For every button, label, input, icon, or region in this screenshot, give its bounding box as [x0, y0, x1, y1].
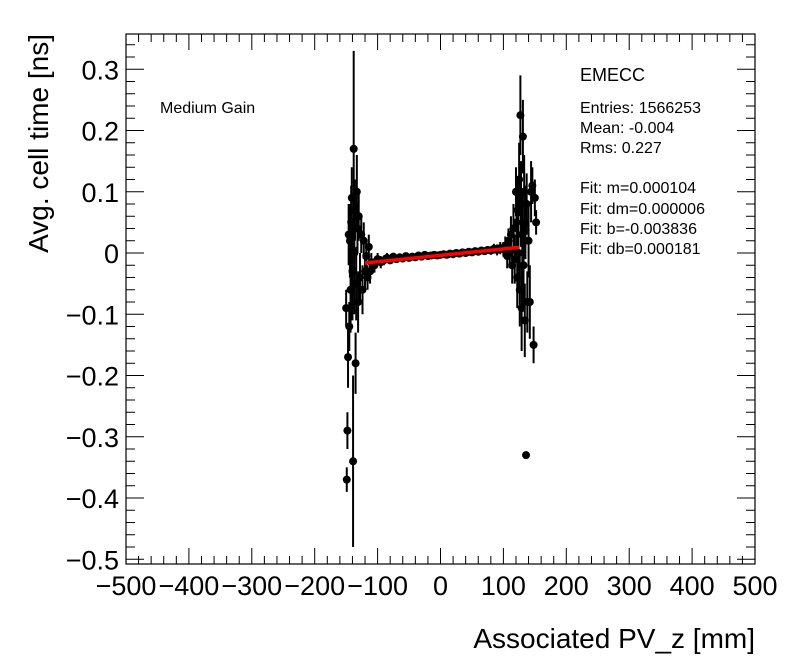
point-marker [359, 236, 368, 245]
x-tick-label: −500 [96, 571, 157, 601]
point-marker [529, 340, 538, 349]
data-point [519, 222, 528, 309]
point-marker [532, 218, 541, 227]
data-point [349, 375, 358, 547]
data-point [530, 179, 539, 217]
y-axis-title: Avg. cell time [ns] [23, 34, 54, 253]
point-marker [345, 322, 354, 331]
y-tick-label: 0.1 [81, 178, 119, 208]
y-tick-label: −0.4 [66, 484, 119, 514]
stats-fit-b: Fit: b=-0.003836 [580, 221, 697, 238]
stats-rms: Rms: 0.227 [580, 140, 662, 157]
x-tick-labels: −500 −400 −300 −200 −100 0 100 200 300 400 500 [96, 571, 778, 601]
x-tick-label: 200 [544, 571, 589, 601]
point-marker [524, 236, 533, 245]
point-marker [349, 144, 358, 153]
data-point [524, 204, 533, 278]
x-tick-label: −400 [158, 571, 219, 601]
stats-box: EMECC Entries: 1566253 Mean: -0.004 Rms:… [580, 65, 705, 258]
stats-mean: Mean: -0.004 [580, 120, 674, 137]
data-point [343, 412, 352, 449]
y-tick-label: 0 [104, 239, 119, 269]
x-tick-label: 0 [433, 571, 448, 601]
stats-fit-dm: Fit: dm=0.000006 [580, 201, 705, 218]
data-point [342, 467, 351, 492]
stats-entries: Entries: 1566253 [580, 100, 701, 117]
stats-title: EMECC [580, 65, 645, 85]
point-marker [364, 242, 373, 251]
data-point [522, 451, 531, 460]
y-tick-label: −0.2 [66, 362, 119, 392]
data-points [342, 50, 541, 547]
data-point [509, 204, 518, 253]
point-marker [342, 475, 351, 484]
y-tick-label: −0.5 [66, 545, 119, 575]
point-marker [522, 451, 531, 460]
point-marker [344, 353, 353, 362]
y-tick-label: 0.3 [81, 55, 119, 85]
x-tick-label: −200 [284, 571, 345, 601]
point-marker [530, 193, 539, 202]
data-point [525, 265, 534, 339]
x-tick-label: 300 [607, 571, 652, 601]
y-tick-label: −0.3 [66, 423, 119, 453]
x-tick-label: 400 [670, 571, 715, 601]
data-point [529, 326, 538, 364]
point-marker [525, 298, 534, 306]
point-marker [509, 224, 518, 233]
gain-label: Medium Gain [160, 100, 255, 117]
point-marker [343, 426, 352, 435]
data-point [518, 99, 527, 174]
y-tick-labels: 0.3 0.2 0.1 0 −0.1 −0.2 −0.3 −0.4 −0.5 [66, 55, 119, 575]
point-marker [519, 261, 528, 270]
ticks-layer [125, 34, 756, 564]
point-marker [342, 304, 351, 313]
fit-line [364, 245, 520, 265]
x-axis-title: Associated PV_z [mm] [473, 623, 755, 654]
data-point [532, 210, 541, 235]
data-point [342, 289, 351, 327]
x-tick-label: −100 [347, 571, 408, 601]
x-tick-label: 500 [732, 571, 777, 601]
data-point [344, 326, 353, 388]
y-tick-label: −0.1 [66, 300, 119, 330]
stats-fit-db: Fit: db=0.000181 [580, 241, 701, 258]
data-point [364, 234, 373, 260]
point-marker [349, 457, 358, 466]
x-tick-label: 100 [481, 571, 526, 601]
x-tick-label: −300 [221, 571, 282, 601]
point-marker [518, 132, 527, 141]
y-tick-label: 0.2 [81, 117, 119, 147]
data-point [351, 332, 360, 394]
point-marker [351, 359, 360, 368]
stats-fit-m: Fit: m=0.000104 [580, 180, 696, 197]
